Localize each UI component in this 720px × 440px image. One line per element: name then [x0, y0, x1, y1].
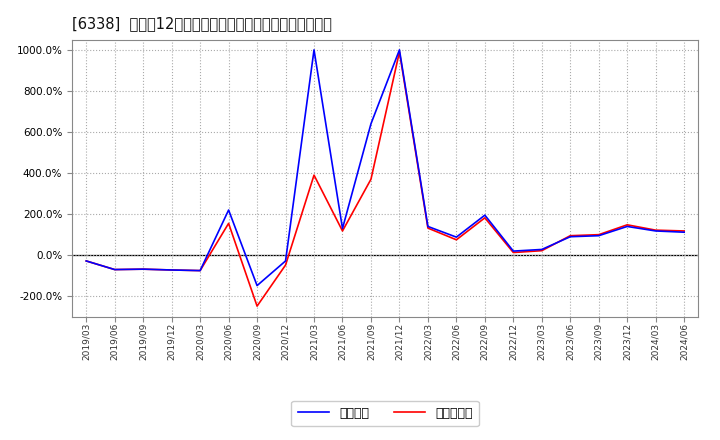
当期純利益: [537, 248, 546, 253]
経常利益: [110, 267, 119, 272]
当期純利益: [509, 250, 518, 255]
経常利益: [623, 224, 631, 229]
当期純利益: [395, 49, 404, 55]
経常利益: [595, 233, 603, 238]
当期純利益: [652, 227, 660, 233]
経常利益: [196, 268, 204, 273]
当期純利益: [167, 268, 176, 273]
Text: [6338]  利益だ12か月移動合計の対前年同期増減率の推移: [6338] 利益だ12か月移動合計の対前年同期増減率の推移: [72, 16, 332, 32]
経常利益: [310, 47, 318, 52]
当期純利益: [480, 215, 489, 220]
経常利益: [509, 249, 518, 254]
経常利益: [452, 235, 461, 240]
経常利益: [423, 224, 432, 229]
Legend: 経常利益, 当期純利益: 経常利益, 当期純利益: [292, 401, 479, 426]
当期純利益: [110, 267, 119, 272]
経常利益: [395, 47, 404, 52]
当期純利益: [623, 222, 631, 227]
経常利益: [652, 228, 660, 234]
当期純利益: [196, 268, 204, 273]
当期純利益: [423, 225, 432, 231]
経常利益: [282, 258, 290, 264]
経常利益: [225, 207, 233, 213]
当期純利益: [595, 232, 603, 237]
当期純利益: [566, 233, 575, 238]
経常利益: [480, 213, 489, 218]
経常利益: [139, 267, 148, 272]
当期純利益: [253, 304, 261, 309]
経常利益: [680, 230, 688, 235]
経常利益: [82, 258, 91, 264]
当期純利益: [82, 258, 91, 264]
経常利益: [537, 247, 546, 252]
当期純利益: [282, 262, 290, 268]
当期純利益: [225, 221, 233, 226]
当期純利益: [338, 228, 347, 234]
Line: 経常利益: 経常利益: [86, 50, 684, 286]
経常利益: [338, 226, 347, 231]
経常利益: [366, 121, 375, 126]
当期純利益: [366, 176, 375, 182]
当期純利益: [310, 172, 318, 178]
経常利益: [253, 283, 261, 288]
当期純利益: [680, 228, 688, 234]
経常利益: [167, 268, 176, 273]
当期純利益: [452, 237, 461, 242]
Line: 当期純利益: 当期純利益: [86, 52, 684, 306]
経常利益: [566, 234, 575, 239]
当期純利益: [139, 267, 148, 272]
